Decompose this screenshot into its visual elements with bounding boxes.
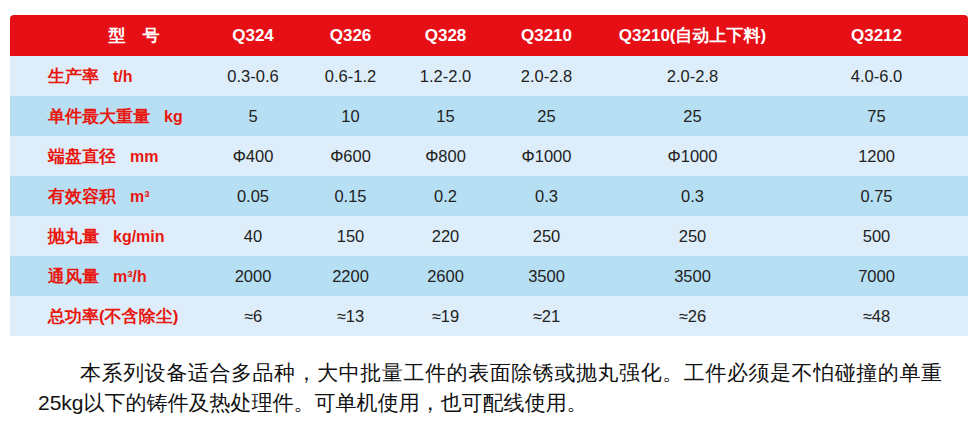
spec-table: 型 号 Q324 Q326 Q328 Q3210 Q3210(自动上下料) Q3… <box>10 15 968 336</box>
row-label: 端盘直径 <box>48 147 116 166</box>
cell-value: 0.3 <box>600 176 785 216</box>
cell-value: Φ600 <box>303 136 398 176</box>
cell-value: Φ800 <box>398 136 493 176</box>
cell-value: 2600 <box>398 256 493 296</box>
row-unit: mm <box>130 148 158 165</box>
cell-value: ≈19 <box>398 296 493 336</box>
cell-value: 2.0-2.8 <box>600 56 785 96</box>
table-row-total-power: 总功率(不含除尘) ≈6 ≈13 ≈19 ≈21 ≈26 ≈48 <box>10 296 968 336</box>
cell-value: Φ1000 <box>493 136 600 176</box>
cell-value: 0.2 <box>398 176 493 216</box>
cell-value: 25 <box>600 96 785 136</box>
table-row-shot-flow: 抛丸量 kg/min 40 150 220 250 250 500 <box>10 216 968 256</box>
table-row-disc-diameter: 端盘直径 mm Φ400 Φ600 Φ800 Φ1000 Φ1000 1200 <box>10 136 968 176</box>
cell-value: 0.05 <box>203 176 303 216</box>
row-label: 抛丸量 <box>48 227 99 246</box>
table-row-ventilation: 通风量 m³/h 2000 2200 2600 3500 3500 7000 <box>10 256 968 296</box>
cell-value: 4.0-6.0 <box>785 56 968 96</box>
cell-value: 7000 <box>785 256 968 296</box>
cell-value: 0.6-1.2 <box>303 56 398 96</box>
cell-value: 220 <box>398 216 493 256</box>
row-label: 有效容积 <box>48 187 116 206</box>
description-paragraph: 本系列设备适合多品种，大中批量工件的表面除锈或抛丸强化。工件必须是不怕碰撞的单重… <box>38 358 942 418</box>
cell-value: 0.75 <box>785 176 968 216</box>
row-unit: t/h <box>113 68 133 85</box>
cell-value: 250 <box>600 216 785 256</box>
cell-value: 40 <box>203 216 303 256</box>
cell-value: ≈6 <box>203 296 303 336</box>
cell-value: 75 <box>785 96 968 136</box>
header-model-label: 型 号 <box>10 15 203 56</box>
row-unit: m³ <box>130 188 150 205</box>
table-row-max-piece-weight: 单件最大重量 kg 5 10 15 25 25 75 <box>10 96 968 136</box>
cell-value: 3500 <box>493 256 600 296</box>
cell-value: 250 <box>493 216 600 256</box>
cell-value: 25 <box>493 96 600 136</box>
cell-value: 500 <box>785 216 968 256</box>
header-model-q3212: Q3212 <box>785 15 968 56</box>
cell-value: 2.0-2.8 <box>493 56 600 96</box>
row-label: 单件最大重量 <box>48 107 150 126</box>
cell-value: Φ1000 <box>600 136 785 176</box>
header-model-q3210-auto: Q3210(自动上下料) <box>600 15 785 56</box>
cell-value: ≈13 <box>303 296 398 336</box>
cell-value: ≈21 <box>493 296 600 336</box>
cell-value: ≈48 <box>785 296 968 336</box>
cell-value: 2200 <box>303 256 398 296</box>
table-row-production-rate: 生产率 t/h 0.3-0.6 0.6-1.2 1.2-2.0 2.0-2.8 2… <box>10 56 968 96</box>
cell-value: ≈26 <box>600 296 785 336</box>
header-model-q328: Q328 <box>398 15 493 56</box>
cell-value: 5 <box>203 96 303 136</box>
table-header-row: 型 号 Q324 Q326 Q328 Q3210 Q3210(自动上下料) Q3… <box>10 15 968 56</box>
row-label: 总功率(不含除尘) <box>48 307 178 326</box>
cell-value: 0.3 <box>493 176 600 216</box>
header-model-q326: Q326 <box>303 15 398 56</box>
cell-value: 15 <box>398 96 493 136</box>
cell-value: 10 <box>303 96 398 136</box>
header-model-q324: Q324 <box>203 15 303 56</box>
cell-value: 2000 <box>203 256 303 296</box>
row-label: 生产率 <box>48 67 99 86</box>
cell-value: 3500 <box>600 256 785 296</box>
row-unit: kg <box>164 108 183 125</box>
cell-value: Φ400 <box>203 136 303 176</box>
cell-value: 1200 <box>785 136 968 176</box>
cell-value: 1.2-2.0 <box>398 56 493 96</box>
cell-value: 0.3-0.6 <box>203 56 303 96</box>
row-label: 通风量 <box>48 267 99 286</box>
header-model-q3210: Q3210 <box>493 15 600 56</box>
row-unit: kg/min <box>113 228 165 245</box>
row-unit: m³/h <box>113 268 147 285</box>
cell-value: 150 <box>303 216 398 256</box>
table-row-effective-volume: 有效容积 m³ 0.05 0.15 0.2 0.3 0.3 0.75 <box>10 176 968 216</box>
cell-value: 0.15 <box>303 176 398 216</box>
